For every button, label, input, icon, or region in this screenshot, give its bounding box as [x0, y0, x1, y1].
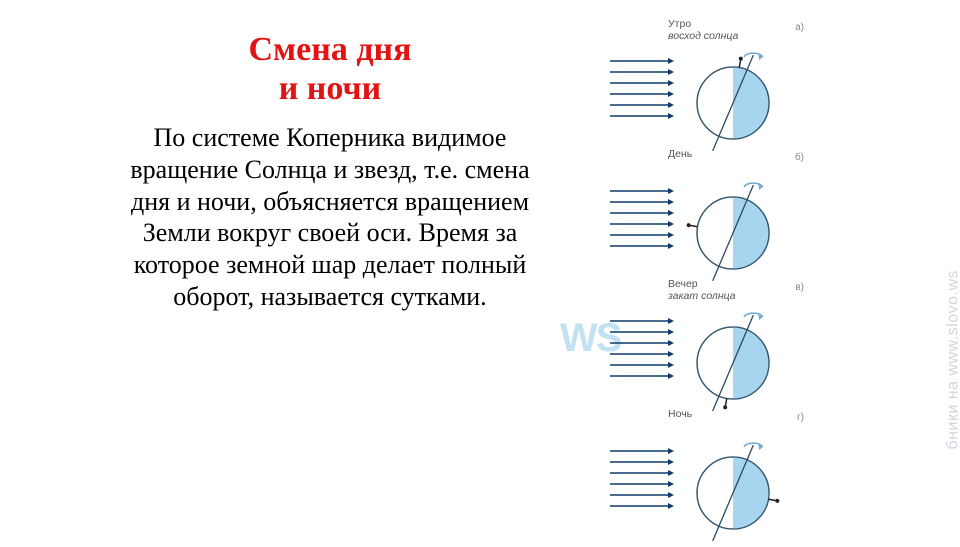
sun-rays [608, 446, 676, 511]
title-line-2: и ночи [279, 70, 382, 107]
watermark-side: бники на www.slovo.ws [945, 270, 960, 450]
diagram-column: Утровосход солнца а) День б) [608, 18, 808, 538]
globe [680, 306, 786, 417]
sun-rays-icon [608, 56, 676, 121]
phase-label: Утровосход солнца [668, 18, 738, 42]
globe-icon [680, 306, 786, 412]
sun-rays [608, 186, 676, 251]
phase-title: Вечер [668, 278, 698, 290]
phase-label: День [668, 148, 692, 160]
sun-rays-icon [608, 186, 676, 251]
phase-title: Утро [668, 18, 691, 30]
phase-panel: Ночь г) [608, 408, 808, 536]
phase-marker: г) [797, 412, 804, 423]
phase-label: Вечерзакат солнца [668, 278, 736, 302]
sun-rays-icon [608, 446, 676, 511]
phase-panel: Утровосход солнца а) [608, 18, 808, 146]
phase-title: День [668, 148, 692, 160]
phase-panel: День б) [608, 148, 808, 276]
page-title: Смена дня и ночи [110, 30, 550, 108]
sun-rays [608, 316, 676, 381]
globe-icon [680, 176, 786, 282]
body-paragraph: По системе Коперника видимое вращение Со… [110, 122, 550, 312]
phase-marker: а) [795, 22, 804, 33]
sun-rays [608, 56, 676, 121]
globe [680, 46, 786, 157]
title-line-1: Смена дня [248, 31, 411, 68]
phase-subtitle: восход солнца [668, 30, 738, 42]
globe [680, 436, 786, 547]
phase-title: Ночь [668, 408, 692, 420]
phase-marker: в) [795, 282, 804, 293]
phase-label: Ночь [668, 408, 692, 420]
phase-panel: Вечерзакат солнца в) [608, 278, 808, 406]
globe-icon [680, 436, 786, 542]
sun-rays-icon [608, 316, 676, 381]
globe-icon [680, 46, 786, 152]
phase-marker: б) [795, 152, 804, 163]
text-column: Смена дня и ночи По системе Коперника ви… [110, 30, 550, 313]
globe [680, 176, 786, 287]
phase-subtitle: закат солнца [668, 290, 736, 302]
